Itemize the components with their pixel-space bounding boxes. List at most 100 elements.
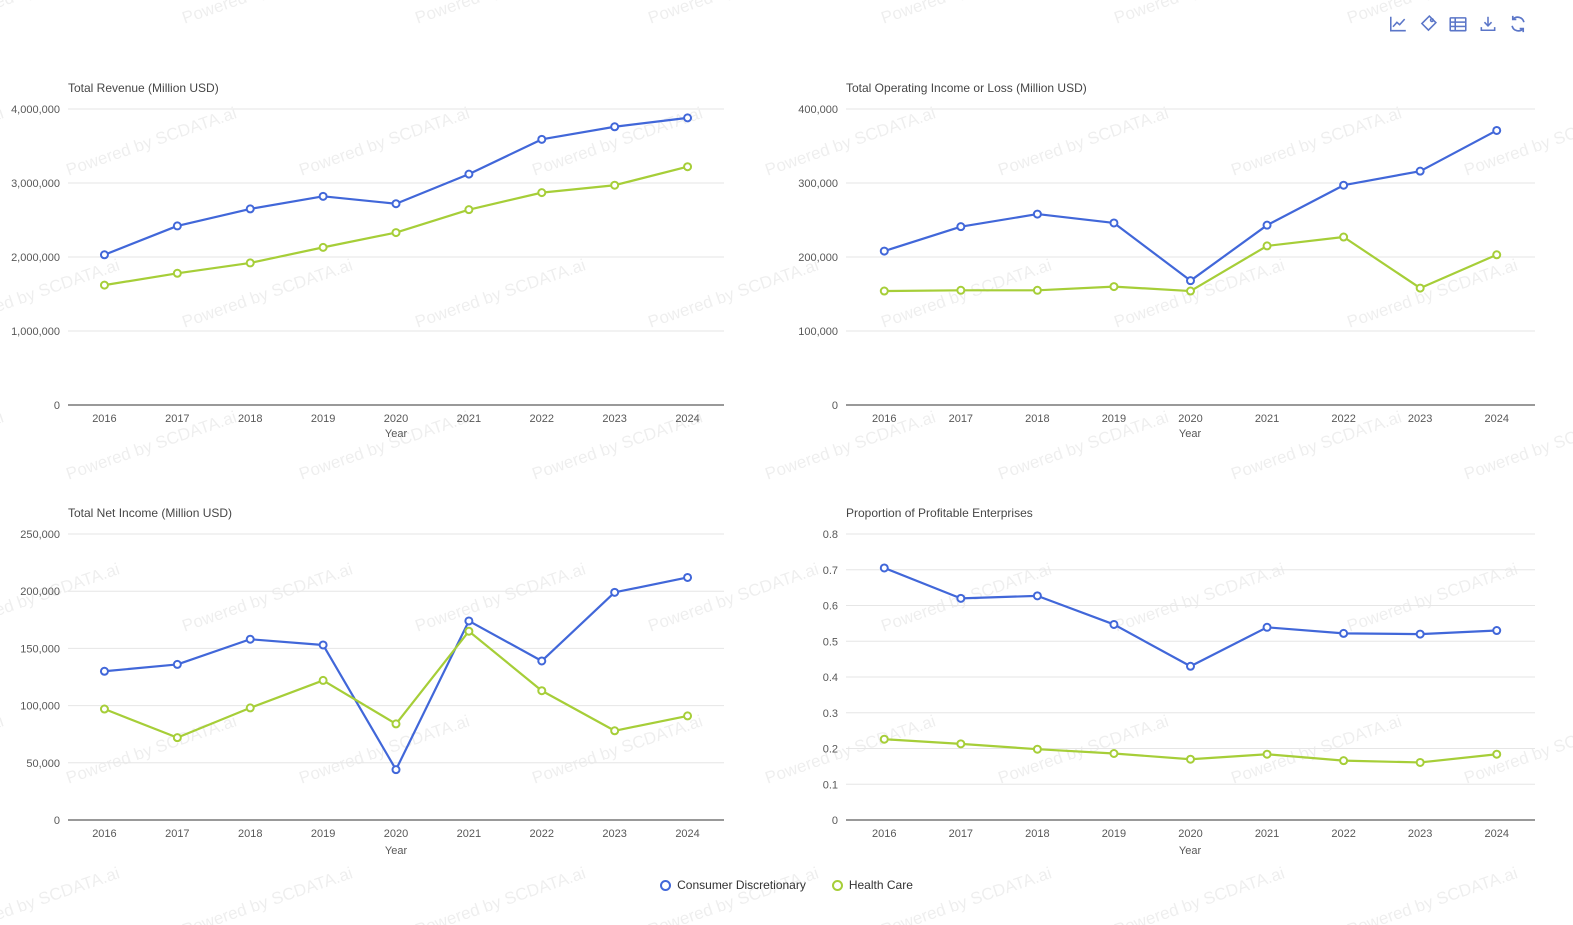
axis-tick-label: 2023: [602, 828, 626, 840]
data-point-marker[interactable]: [1492, 749, 1502, 759]
data-point-marker[interactable]: [172, 733, 182, 743]
data-point-marker[interactable]: [1339, 756, 1349, 766]
chart-operating-income[interactable]: 0 100,000 200,000 300,000 400,000 2016 2017 201…: [787, 60, 1573, 440]
data-point-marker[interactable]: [1339, 180, 1349, 190]
data-point-marker[interactable]: [879, 286, 889, 296]
data-point-marker[interactable]: [245, 703, 255, 713]
data-point-marker[interactable]: [879, 734, 889, 744]
axis-tick-label: 2018: [238, 413, 262, 425]
data-point-marker[interactable]: [683, 711, 693, 721]
chart-total-revenue[interactable]: 0 1,000,000 2,000,000 3,000,000 4,000,000 201…: [0, 60, 786, 440]
data-point-marker[interactable]: [956, 593, 966, 603]
xaxis-name-profitable-proportion: Year: [1178, 845, 1202, 857]
chart-title-net-income: Total Net Income (Million USD): [68, 506, 233, 520]
data-point-marker[interactable]: [318, 675, 328, 685]
data-point-marker[interactable]: [610, 726, 620, 736]
data-point-marker[interactable]: [683, 162, 693, 172]
download-icon[interactable]: [1478, 14, 1498, 34]
data-point-marker[interactable]: [318, 640, 328, 650]
data-point-marker[interactable]: [99, 666, 109, 676]
data-point-marker[interactable]: [245, 634, 255, 644]
data-point-marker[interactable]: [1186, 276, 1195, 286]
data-point-marker[interactable]: [956, 285, 966, 295]
data-point-marker[interactable]: [1186, 661, 1195, 671]
data-point-marker[interactable]: [1415, 283, 1425, 293]
data-point-marker[interactable]: [610, 122, 620, 132]
data-point-marker[interactable]: [1492, 626, 1502, 636]
data-point-marker[interactable]: [537, 686, 547, 696]
data-point-marker[interactable]: [245, 204, 255, 214]
data-point-marker[interactable]: [391, 228, 401, 238]
data-point-marker[interactable]: [391, 719, 401, 729]
axis-tick-label: 2020: [384, 413, 408, 425]
data-point-marker[interactable]: [245, 258, 255, 268]
data-point-marker[interactable]: [1492, 125, 1502, 135]
axis-tick-label: 50,000: [26, 758, 60, 770]
data-point-marker[interactable]: [1492, 250, 1502, 260]
line-chart-icon[interactable]: [1388, 14, 1408, 34]
chart-net-income[interactable]: 0 50,000 100,000 150,000 200,000 250,000 2016 2…: [0, 485, 786, 865]
data-point-marker[interactable]: [99, 280, 109, 290]
data-point-marker[interactable]: [1032, 591, 1042, 601]
data-point-marker[interactable]: [610, 180, 620, 190]
tag-icon[interactable]: [1418, 14, 1438, 34]
data-point-marker[interactable]: [99, 250, 109, 260]
data-point-marker[interactable]: [1032, 285, 1042, 295]
data-point-marker[interactable]: [1262, 241, 1272, 251]
data-point-marker[interactable]: [391, 765, 401, 775]
data-point-marker[interactable]: [99, 704, 109, 714]
data-point-marker[interactable]: [956, 739, 966, 749]
data-point-marker[interactable]: [1109, 282, 1119, 292]
data-point-marker[interactable]: [956, 222, 966, 232]
axis-tick-label: 200,000: [20, 586, 60, 598]
data-point-marker[interactable]: [537, 188, 547, 198]
data-point-marker[interactable]: [464, 169, 474, 179]
data-point-marker[interactable]: [1415, 629, 1425, 639]
data-point-marker[interactable]: [172, 221, 182, 231]
data-point-marker[interactable]: [318, 242, 328, 252]
data-point-marker[interactable]: [879, 563, 889, 573]
axis-tick-label: 2021: [457, 828, 481, 840]
data-table-icon[interactable]: [1448, 14, 1468, 34]
chart-title-operating-income: Total Operating Income or Loss (Million …: [846, 81, 1087, 95]
line-chart-glyph: [1390, 16, 1406, 32]
data-point-marker[interactable]: [683, 572, 693, 582]
data-point-marker[interactable]: [391, 199, 401, 209]
data-point-marker[interactable]: [879, 246, 889, 256]
legend-item-consumer-discretionary[interactable]: Consumer Discretionary: [660, 878, 806, 892]
data-point-marker[interactable]: [1032, 209, 1042, 219]
data-point-marker[interactable]: [1186, 754, 1195, 764]
data-point-marker[interactable]: [172, 659, 182, 669]
data-point-marker[interactable]: [1339, 232, 1349, 242]
chart-profitable-proportion[interactable]: 0 0.1 0.2 0.3 0.4 0.5 0.6 0.7 0.8 2016 2017 2018 201…: [787, 485, 1573, 865]
legend-item-health-care[interactable]: Health Care: [831, 878, 913, 892]
data-point-marker[interactable]: [1339, 628, 1349, 638]
data-point-marker[interactable]: [1186, 286, 1195, 296]
data-point-marker[interactable]: [464, 616, 474, 626]
axis-tick-label: 0: [54, 400, 60, 412]
data-point-marker[interactable]: [610, 587, 620, 597]
series-health-care: [99, 626, 693, 743]
axis-tick-label: 0.3: [823, 708, 838, 720]
data-point-marker[interactable]: [1415, 166, 1425, 176]
data-point-marker[interactable]: [464, 205, 474, 215]
axis-tick-label: 2,000,000: [11, 252, 60, 264]
axis-tick-label: 0.2: [823, 744, 838, 756]
data-point-marker[interactable]: [318, 191, 328, 201]
data-point-marker[interactable]: [1109, 218, 1119, 228]
data-point-marker[interactable]: [683, 113, 693, 123]
series-line: [883, 566, 1498, 668]
data-point-marker[interactable]: [464, 626, 474, 636]
data-point-marker[interactable]: [1109, 619, 1119, 629]
data-point-marker[interactable]: [537, 656, 547, 666]
data-point-marker[interactable]: [1415, 757, 1425, 767]
data-point-marker[interactable]: [537, 134, 547, 144]
data-point-marker[interactable]: [1032, 744, 1042, 754]
data-point-marker[interactable]: [1262, 220, 1272, 230]
data-point-marker[interactable]: [1262, 622, 1272, 632]
data-point-marker[interactable]: [1109, 749, 1119, 759]
data-point-marker[interactable]: [1262, 749, 1272, 759]
refresh-icon[interactable]: [1508, 14, 1528, 34]
watermark-text: Powered by SCDATA.ai: [645, 863, 821, 925]
data-point-marker[interactable]: [172, 268, 182, 278]
